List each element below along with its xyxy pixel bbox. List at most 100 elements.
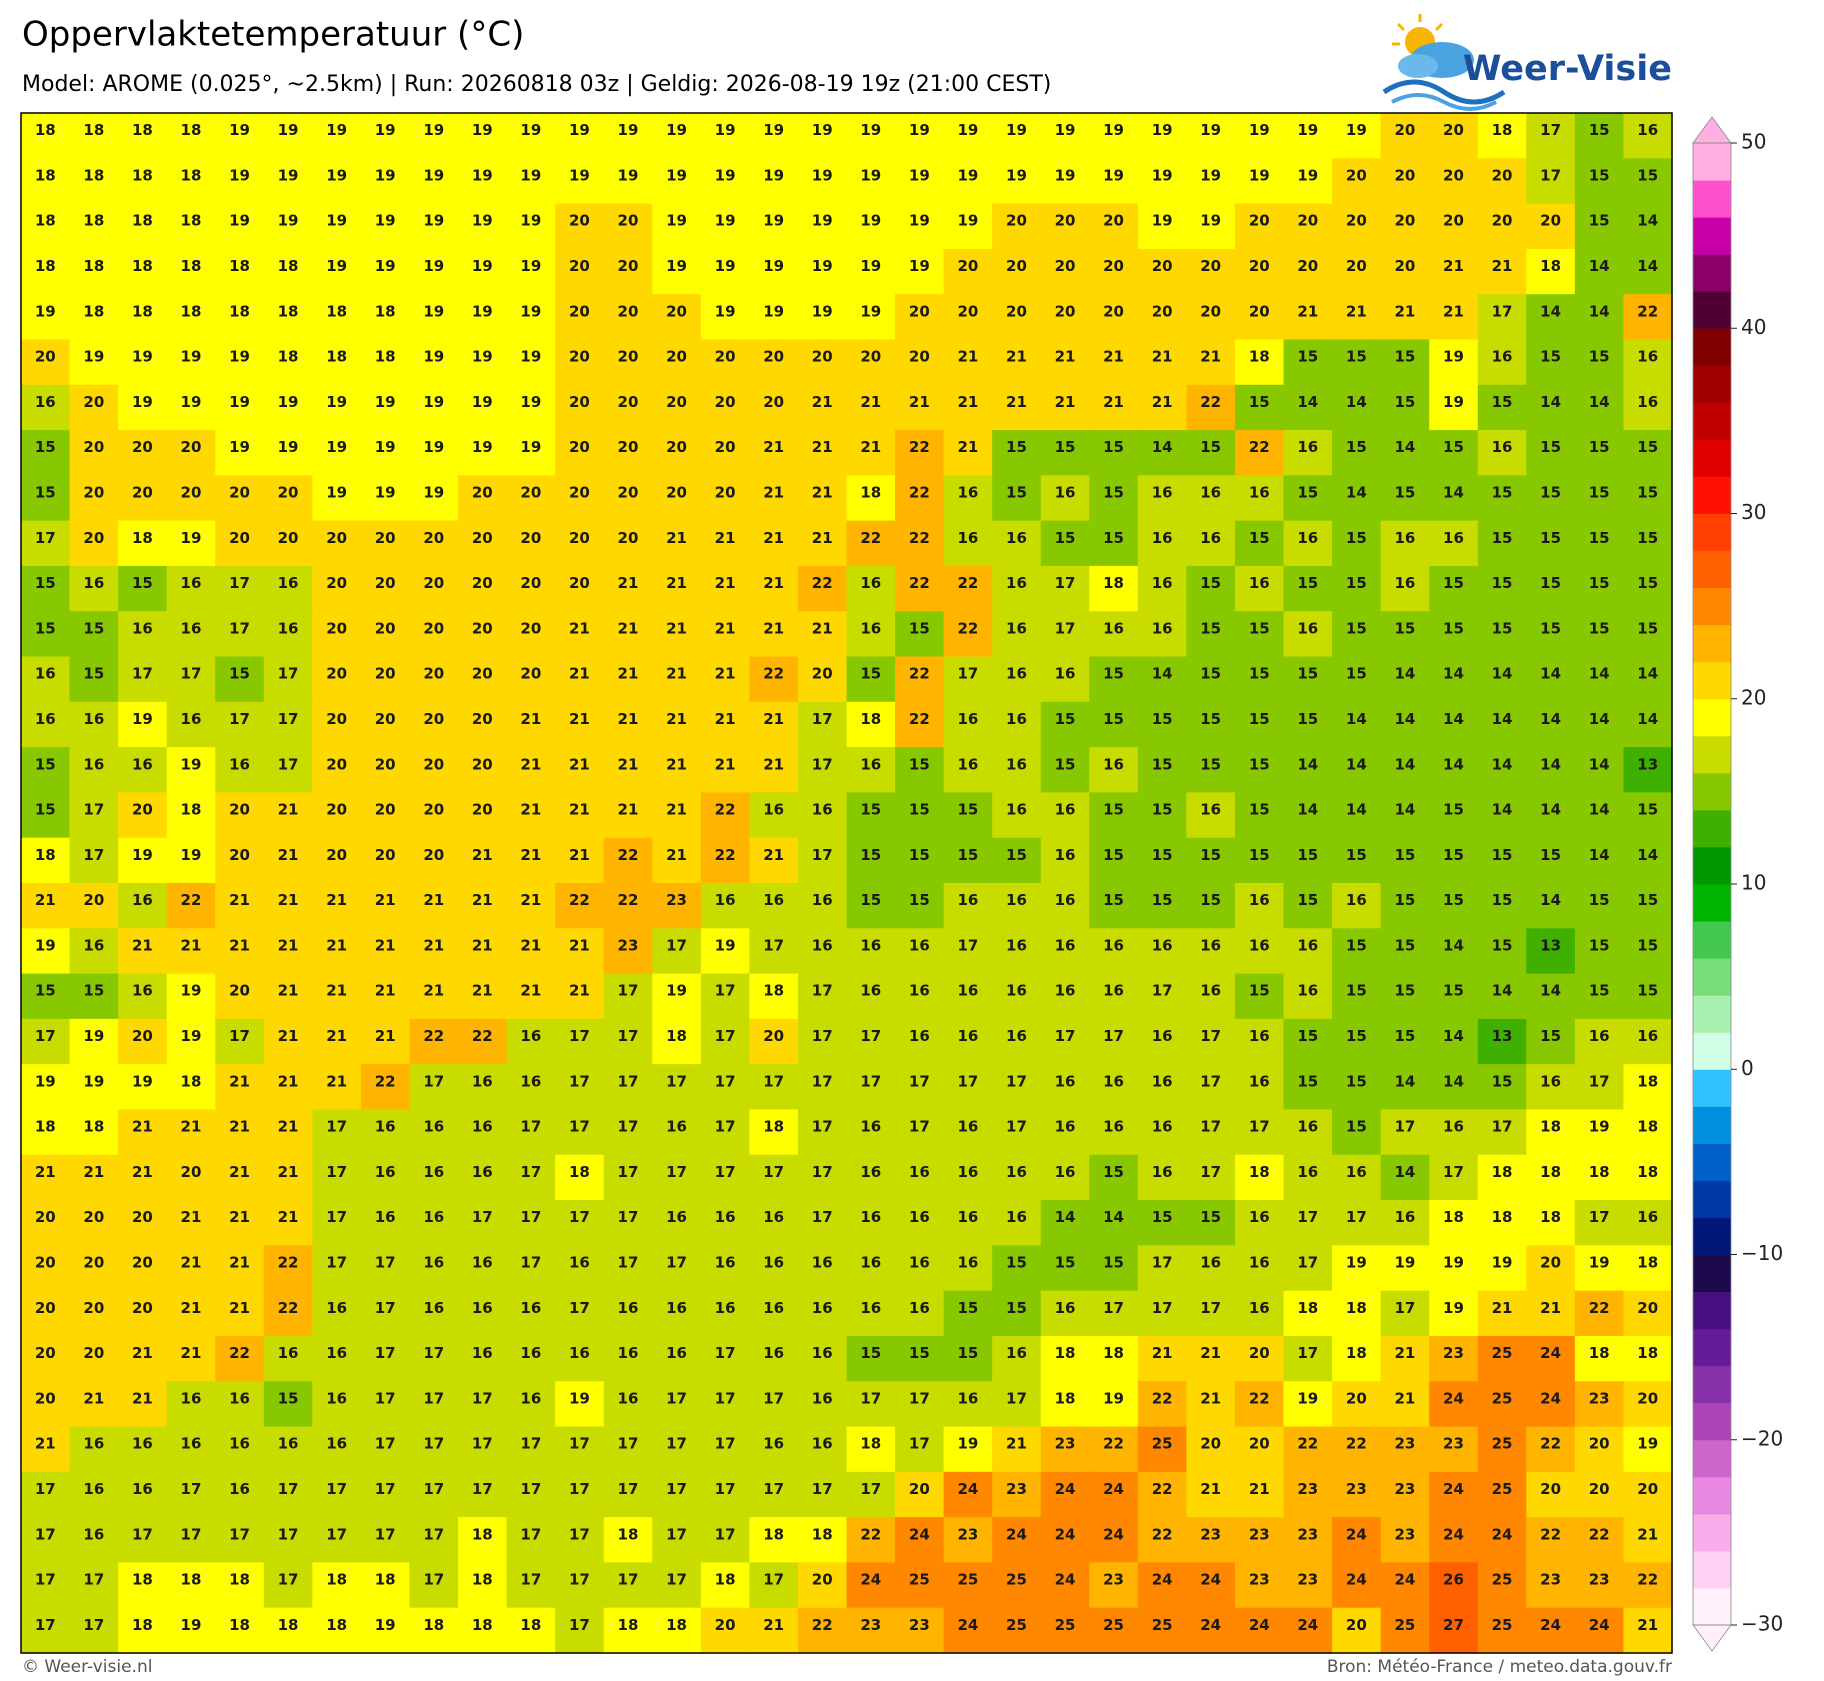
temp-value: 17 <box>1297 1344 1318 1362</box>
temp-value: 19 <box>375 393 396 411</box>
temp-value: 19 <box>1394 1254 1415 1272</box>
temp-value: 17 <box>618 982 639 1000</box>
temp-value: 15 <box>1006 484 1027 502</box>
temp-value: 15 <box>1394 484 1415 502</box>
temp-value: 24 <box>957 1616 978 1634</box>
temp-cell <box>555 565 605 612</box>
temp-value: 14 <box>1540 755 1561 773</box>
temp-value: 19 <box>229 438 250 456</box>
temp-value: 19 <box>472 212 493 230</box>
temp-cell <box>312 248 362 295</box>
temp-cell <box>943 611 993 658</box>
color-band <box>1693 1365 1731 1404</box>
temp-cell <box>166 1064 216 1111</box>
temp-value: 17 <box>1492 302 1513 320</box>
temp-value: 15 <box>1540 484 1561 502</box>
temp-value: 17 <box>763 1389 784 1407</box>
temp-cell <box>1477 792 1527 839</box>
colorbar-top <box>1692 116 1732 144</box>
temp-value: 20 <box>520 484 541 502</box>
temp-value: 15 <box>83 982 104 1000</box>
temp-cell <box>69 248 119 295</box>
temp-cell <box>846 611 896 658</box>
temp-value: 20 <box>569 348 590 366</box>
temp-value: 19 <box>423 302 444 320</box>
temp-cell <box>1186 1018 1236 1065</box>
temp-cell <box>360 384 411 431</box>
temp-cell <box>118 384 168 431</box>
temp-cell <box>895 430 945 476</box>
temp-value: 16 <box>1006 936 1027 954</box>
temp-value: 20 <box>763 348 784 366</box>
temp-value: 20 <box>1249 1344 1270 1362</box>
temp-value: 16 <box>278 1344 299 1362</box>
temp-cell <box>166 1018 216 1065</box>
temp-cell <box>506 656 556 703</box>
temp-value: 21 <box>1297 302 1318 320</box>
temp-cell <box>1623 883 1673 929</box>
temp-value: 15 <box>1394 619 1415 637</box>
temp-cell <box>652 520 702 567</box>
temp-value: 17 <box>618 1027 639 1045</box>
temp-value: 16 <box>1055 1163 1076 1181</box>
temp-value: 18 <box>472 1571 493 1589</box>
temp-value: 15 <box>35 484 56 502</box>
temp-value: 18 <box>1346 1299 1367 1317</box>
temp-cell <box>797 837 848 884</box>
temp-value: 20 <box>1637 1389 1658 1407</box>
temp-cell <box>1526 565 1576 612</box>
temp-value: 20 <box>326 529 347 547</box>
temp-value: 15 <box>1637 574 1658 592</box>
temp-cell <box>1623 973 1673 1020</box>
temp-value: 23 <box>1443 1435 1464 1453</box>
temp-cell <box>1040 973 1090 1020</box>
temp-cell <box>1040 113 1090 159</box>
temp-cell <box>1477 973 1527 1020</box>
temp-cell <box>166 611 216 658</box>
temp-value: 16 <box>1055 891 1076 909</box>
temp-value: 17 <box>35 1525 56 1543</box>
temp-value: 22 <box>909 438 930 456</box>
temp-value: 17 <box>1346 1208 1367 1226</box>
temp-value: 16 <box>1249 1208 1270 1226</box>
temp-cell <box>1574 611 1625 658</box>
temp-value: 16 <box>1249 1072 1270 1090</box>
temp-cell <box>360 792 411 839</box>
temp-value: 15 <box>1297 348 1318 366</box>
temp-cell <box>312 294 362 341</box>
color-band <box>1693 1069 1731 1107</box>
temp-cell <box>1380 339 1430 386</box>
temp-cell <box>458 701 508 748</box>
temp-cell <box>992 837 1042 884</box>
temp-value: 16 <box>909 1027 930 1045</box>
temp-cell <box>1186 565 1236 612</box>
temp-value: 16 <box>472 1118 493 1136</box>
color-band <box>1693 1328 1731 1367</box>
color-band <box>1693 1217 1731 1255</box>
temp-value: 18 <box>618 1525 639 1543</box>
temp-cell <box>652 837 702 884</box>
temp-cell <box>1089 837 1139 884</box>
temp-value: 17 <box>35 1571 56 1589</box>
temp-value: 14 <box>1152 665 1173 683</box>
temp-cell <box>1332 339 1382 386</box>
temp-cell <box>749 792 799 839</box>
temp-value: 18 <box>132 257 153 275</box>
temp-value: 20 <box>1297 257 1318 275</box>
temp-value: 15 <box>1346 936 1367 954</box>
temp-value: 21 <box>666 574 687 592</box>
temp-cell <box>1186 701 1236 748</box>
temp-value: 21 <box>812 484 833 502</box>
temp-value: 16 <box>860 1163 881 1181</box>
temp-value: 17 <box>520 1118 541 1136</box>
color-band <box>1693 254 1731 292</box>
temp-value: 20 <box>1055 212 1076 230</box>
temp-value: 24 <box>1540 1616 1561 1634</box>
temp-cell <box>603 113 653 159</box>
temp-cell <box>1526 203 1576 250</box>
temp-cell <box>263 792 313 839</box>
temp-value: 19 <box>472 257 493 275</box>
temp-cell <box>1526 701 1576 748</box>
temp-cell <box>1234 928 1285 975</box>
temp-cell <box>700 883 750 929</box>
